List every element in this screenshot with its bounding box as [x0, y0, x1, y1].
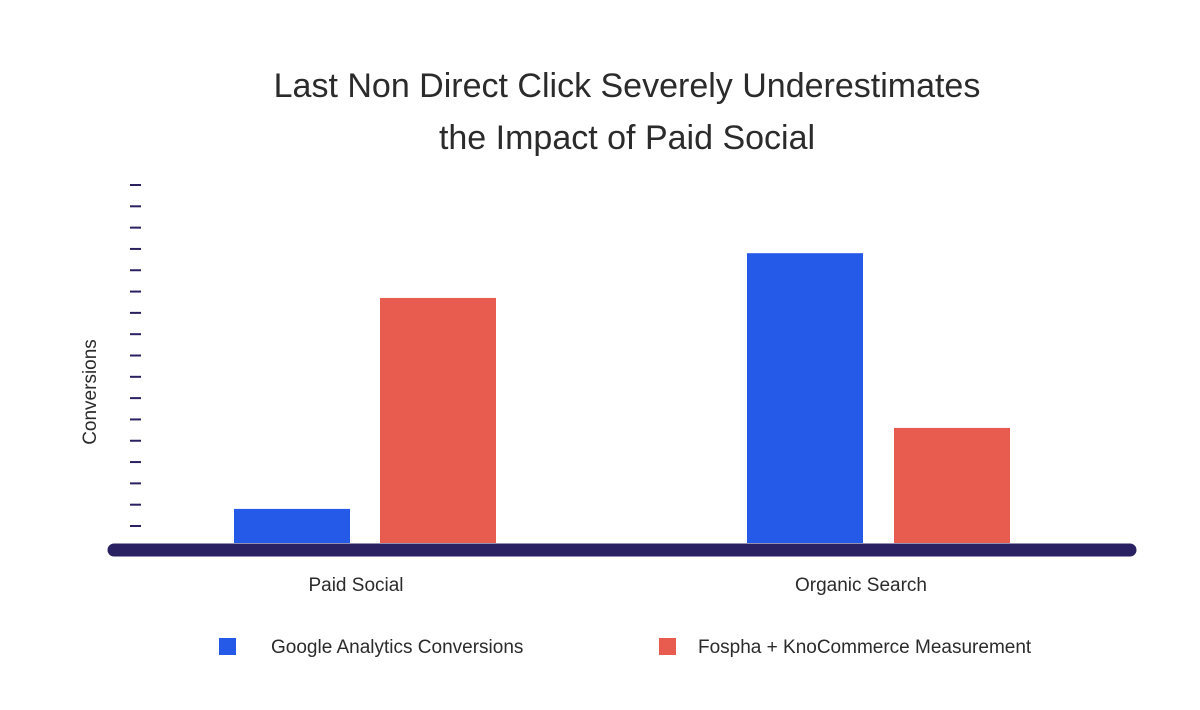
- category-label-organic-search: Organic Search: [795, 575, 927, 596]
- y-axis-ticks: [130, 184, 141, 527]
- chart-title: Last Non Direct Click Severely Underesti…: [274, 67, 981, 157]
- bar-organic-search-google-analytics: [747, 253, 863, 543]
- chart-title-line-2: the Impact of Paid Social: [439, 119, 815, 157]
- bar-organic-search-fospha-knocommerce: [894, 427, 1010, 543]
- bar-paid-social-google-analytics: [234, 508, 350, 543]
- legend: Google Analytics Conversions Fospha + Kn…: [219, 637, 1032, 658]
- chart-title-line-1: Last Non Direct Click Severely Underesti…: [274, 67, 981, 105]
- bar-paid-social-fospha-knocommerce: [380, 297, 496, 543]
- legend-label-google-analytics: Google Analytics Conversions: [271, 637, 523, 658]
- legend-item-google-analytics: Google Analytics Conversions: [219, 637, 523, 658]
- legend-label-fospha-knocommerce: Fospha + KnoCommerce Measurement: [698, 637, 1032, 658]
- x-axis-category-labels: Paid Social Organic Search: [308, 575, 927, 596]
- bars-group: [234, 253, 1010, 543]
- legend-item-fospha-knocommerce: Fospha + KnoCommerce Measurement: [659, 637, 1032, 658]
- legend-swatch-fospha-knocommerce: [659, 638, 676, 655]
- category-label-paid-social: Paid Social: [308, 575, 403, 596]
- legend-swatch-google-analytics: [219, 638, 236, 655]
- y-axis-label: Conversions: [80, 339, 101, 445]
